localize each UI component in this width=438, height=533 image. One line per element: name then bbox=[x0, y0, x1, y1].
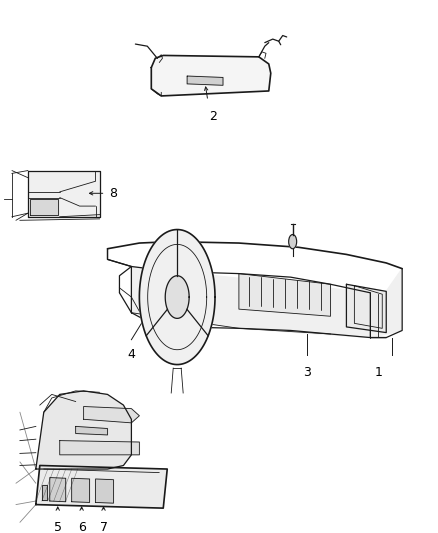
Polygon shape bbox=[36, 465, 167, 508]
Text: 3: 3 bbox=[303, 366, 311, 379]
Polygon shape bbox=[239, 273, 331, 316]
Polygon shape bbox=[42, 484, 47, 500]
Polygon shape bbox=[50, 478, 66, 502]
Text: 7: 7 bbox=[99, 521, 107, 533]
Polygon shape bbox=[151, 55, 271, 96]
Text: 5: 5 bbox=[54, 521, 62, 533]
Text: 4: 4 bbox=[127, 348, 135, 361]
Polygon shape bbox=[165, 276, 189, 318]
Polygon shape bbox=[139, 230, 215, 365]
Text: 2: 2 bbox=[209, 110, 217, 123]
Polygon shape bbox=[30, 199, 58, 215]
Polygon shape bbox=[346, 284, 386, 333]
Text: 1: 1 bbox=[374, 366, 382, 379]
Polygon shape bbox=[187, 76, 223, 85]
Polygon shape bbox=[72, 478, 90, 503]
Text: 6: 6 bbox=[78, 521, 85, 533]
Polygon shape bbox=[84, 407, 139, 423]
Polygon shape bbox=[60, 441, 139, 455]
Polygon shape bbox=[36, 391, 131, 469]
Polygon shape bbox=[131, 266, 402, 337]
Polygon shape bbox=[76, 426, 107, 435]
Polygon shape bbox=[95, 479, 113, 503]
Text: 8: 8 bbox=[110, 187, 117, 200]
Polygon shape bbox=[28, 171, 99, 217]
Circle shape bbox=[289, 235, 297, 249]
